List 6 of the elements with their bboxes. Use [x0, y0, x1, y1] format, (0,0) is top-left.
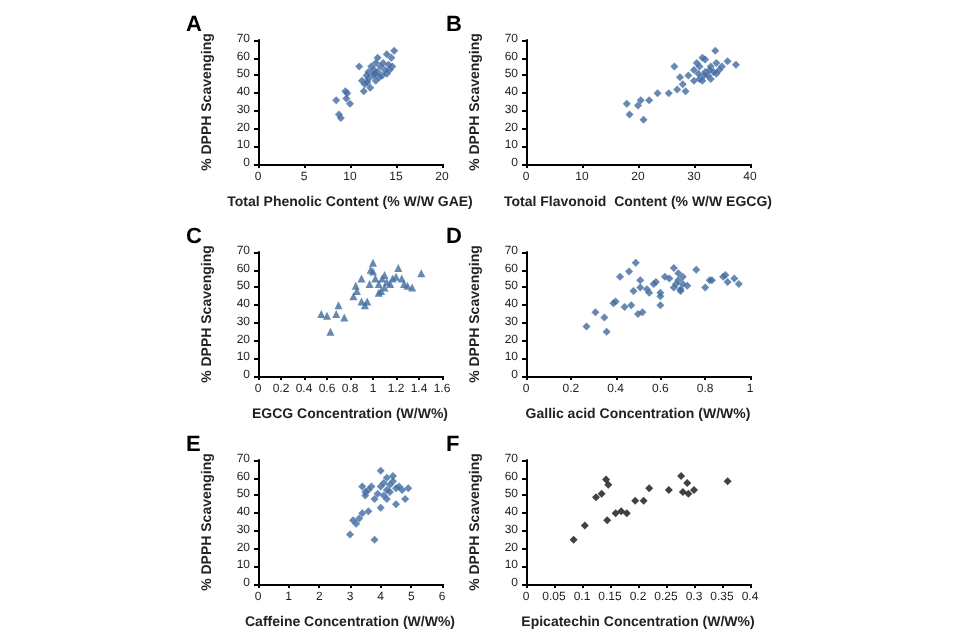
chart-title: F: [446, 433, 460, 457]
chart-title: E: [186, 433, 201, 457]
chart-title: A: [186, 13, 202, 37]
chart-title: D: [446, 225, 462, 249]
chart-title: B: [446, 13, 462, 37]
chart-title: C: [186, 225, 202, 249]
